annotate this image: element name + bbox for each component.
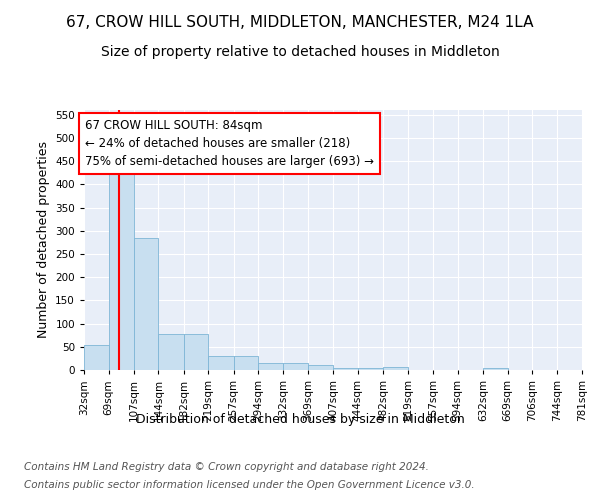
Bar — [134, 238, 158, 370]
Bar — [208, 356, 233, 370]
Bar — [84, 346, 109, 370]
Text: 67, CROW HILL SOUTH, MIDDLETON, MANCHESTER, M24 1LA: 67, CROW HILL SOUTH, MIDDLETON, MANCHEST… — [66, 15, 534, 30]
Bar — [358, 368, 383, 370]
Text: 67 CROW HILL SOUTH: 84sqm
← 24% of detached houses are smaller (218)
75% of semi: 67 CROW HILL SOUTH: 84sqm ← 24% of detac… — [85, 120, 374, 168]
Bar — [283, 363, 308, 370]
Text: Size of property relative to detached houses in Middleton: Size of property relative to detached ho… — [101, 45, 499, 59]
Bar — [383, 367, 408, 370]
Y-axis label: Number of detached properties: Number of detached properties — [37, 142, 50, 338]
Text: Distribution of detached houses by size in Middleton: Distribution of detached houses by size … — [136, 412, 464, 426]
Bar — [158, 334, 184, 370]
Bar — [258, 363, 283, 370]
Bar — [483, 368, 508, 370]
Bar — [308, 366, 334, 370]
Bar — [233, 356, 258, 370]
Text: Contains HM Land Registry data © Crown copyright and database right 2024.: Contains HM Land Registry data © Crown c… — [24, 462, 429, 472]
Text: Contains public sector information licensed under the Open Government Licence v3: Contains public sector information licen… — [24, 480, 475, 490]
Bar — [184, 334, 208, 370]
Bar — [334, 368, 358, 370]
Bar — [109, 160, 134, 370]
